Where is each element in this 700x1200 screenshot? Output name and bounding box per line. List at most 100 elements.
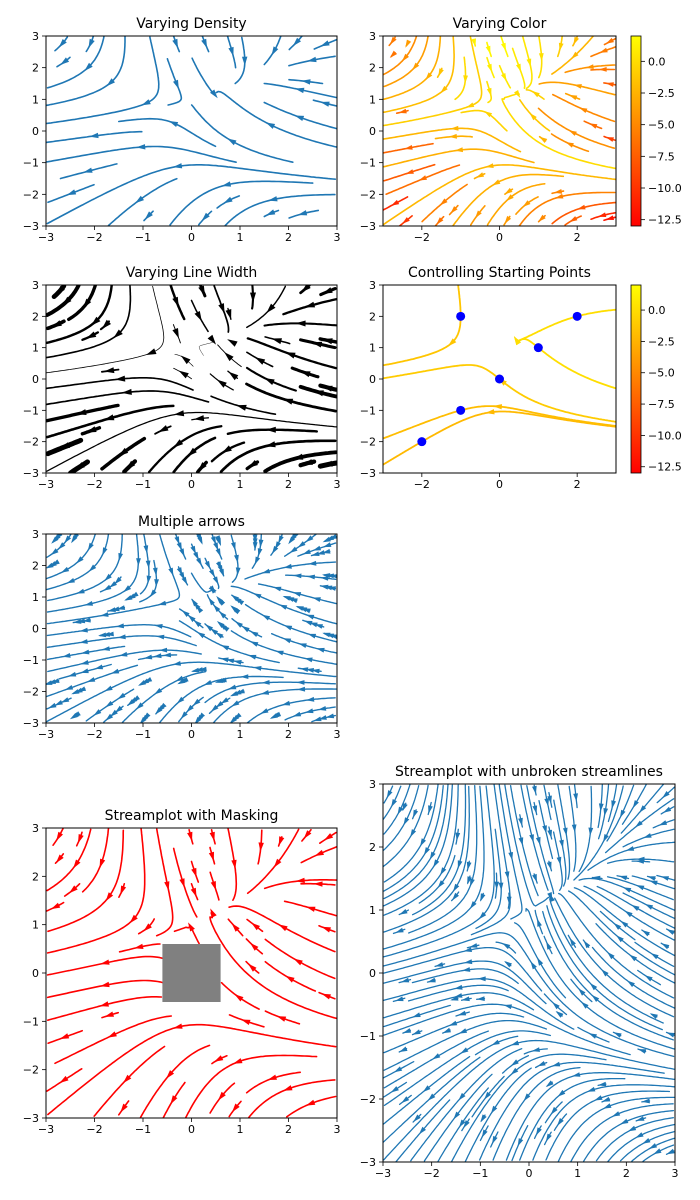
arrow-head [269, 713, 278, 719]
arrow-head [555, 1011, 564, 1018]
arrow-head [320, 40, 330, 47]
arrow-head [187, 615, 196, 623]
streamline [190, 104, 294, 163]
arrow-head [605, 215, 614, 220]
x-tick-label: −3 [38, 478, 54, 491]
arrow-head [642, 1138, 651, 1144]
arrow-head [100, 612, 109, 617]
arrow-head [461, 996, 470, 1002]
arrow-head [233, 660, 242, 665]
streamline [46, 285, 165, 374]
arrow-head [91, 316, 101, 326]
arrow-head [231, 923, 240, 932]
arrow-head [125, 460, 136, 470]
colorbar-tick-label: −7.5 [648, 398, 675, 411]
arrow-head [475, 172, 485, 178]
y-tick-label: 0 [32, 125, 39, 138]
arrow-head [321, 993, 331, 1000]
arrow-head [555, 193, 564, 199]
arrow-head [556, 856, 562, 866]
arrow-head [306, 906, 316, 912]
arrow-head [208, 851, 214, 862]
arrow-head [153, 653, 162, 659]
arrow-head [628, 1125, 637, 1132]
arrow-head [210, 89, 218, 99]
arrow-head [422, 1085, 431, 1093]
arrow-head [312, 597, 321, 602]
streamline [46, 404, 175, 439]
arrow-head [46, 562, 54, 569]
arrow-head [579, 107, 588, 113]
colorbar-tick-label: −10.0 [648, 182, 682, 195]
arrow-head [537, 957, 544, 966]
arrow-head [214, 678, 224, 683]
arrow-head [603, 834, 609, 843]
arrow-head [485, 409, 495, 415]
arrow-head [54, 700, 63, 706]
arrow-head [236, 404, 247, 411]
arrow-head [228, 684, 237, 690]
arrow-head [452, 892, 459, 901]
arrow-head [250, 942, 259, 951]
arrow-head [197, 462, 207, 472]
arrow-head [399, 909, 408, 915]
arrow-head [94, 664, 104, 670]
arrow-head [220, 697, 229, 704]
arrow-head [282, 398, 294, 405]
arrow-head [173, 439, 184, 448]
arrow-head [56, 831, 63, 841]
start-point [456, 405, 466, 415]
arrow-head [227, 138, 237, 146]
arrow-head [87, 677, 96, 682]
streamline [515, 338, 616, 390]
arrow-head [69, 712, 78, 720]
arrow-head [103, 584, 112, 591]
arrow-head [193, 551, 199, 560]
arrow-head [562, 827, 568, 836]
chart-title: Streamplot with unbroken streamlines [395, 764, 663, 780]
arrow-head [230, 691, 239, 697]
y-tick-label: −3 [23, 717, 39, 730]
arrow-head [551, 1061, 561, 1067]
arrow-head [282, 638, 292, 644]
arrow-head [302, 549, 311, 555]
arrow-head [79, 639, 88, 644]
arrow-head [535, 836, 541, 846]
arrow-head [486, 87, 492, 97]
arrow-head [549, 893, 555, 902]
arrow-head [589, 123, 598, 129]
arrow-head [594, 1095, 603, 1101]
y-tick-label: 1 [369, 904, 376, 917]
arrow-head [663, 806, 672, 813]
plot-area [46, 285, 337, 473]
arrow-head [304, 301, 316, 308]
arrow-head [105, 700, 114, 708]
arrow-head [440, 867, 447, 876]
streamline [518, 191, 616, 226]
arrow-head [539, 136, 548, 143]
arrow-head [312, 545, 322, 551]
arrow-head [316, 647, 325, 653]
arrow-head [190, 887, 197, 897]
arrow-head [267, 1074, 277, 1080]
arrow-head [569, 216, 578, 222]
arrow-head [557, 1089, 566, 1097]
arrow-head [273, 858, 282, 868]
arrow-head [601, 969, 609, 977]
arrow-head [513, 336, 521, 346]
y-tick-label: −2 [360, 188, 376, 201]
arrow-head [424, 847, 430, 856]
x-tick-label: −1 [135, 478, 151, 491]
arrow-head [644, 975, 653, 982]
arrow-head [173, 410, 185, 417]
arrow-head [466, 102, 475, 108]
arrow-head [314, 849, 324, 856]
arrow-head [494, 881, 500, 890]
x-tick-label: 0 [188, 231, 195, 244]
arrow-head [303, 830, 312, 839]
arrow-head [231, 700, 240, 707]
streamline [383, 784, 411, 835]
arrow-head [231, 542, 236, 551]
y-tick-label: 3 [369, 30, 376, 43]
arrow-head [427, 977, 436, 983]
